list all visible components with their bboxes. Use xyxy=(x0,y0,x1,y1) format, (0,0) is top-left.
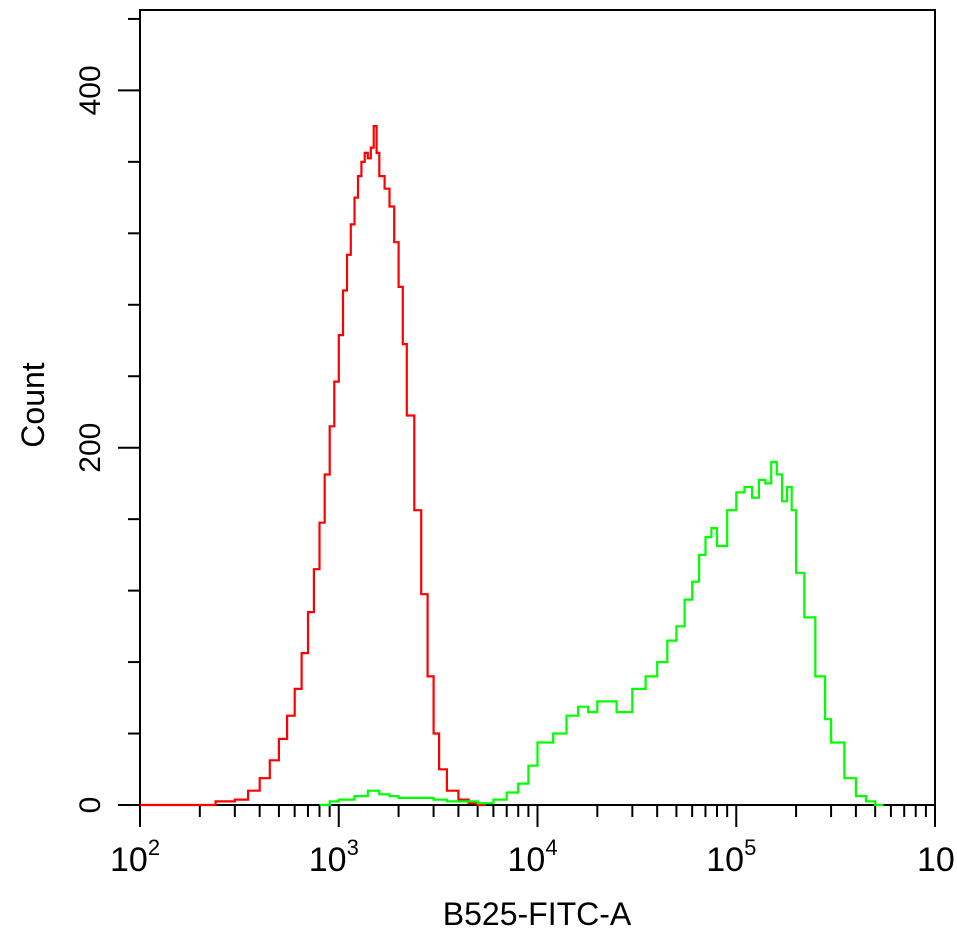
x-tick-label: 102 xyxy=(110,835,160,879)
series-1-line xyxy=(140,125,486,807)
series-layer xyxy=(140,125,884,807)
x-tick-label: 104 xyxy=(508,835,558,879)
series-2-line xyxy=(319,460,884,807)
y-axis-title: Count xyxy=(15,362,51,448)
y-tick-label: 200 xyxy=(74,423,107,473)
plot-frame xyxy=(139,9,936,806)
x-tick-label: 10 xyxy=(917,841,955,879)
x-axis-ticks: 102 103 104 105 10 xyxy=(110,805,955,879)
x-tick-label: 105 xyxy=(706,835,756,879)
y-axis-ticks: 0 200 400 xyxy=(74,65,140,813)
x-tick-label: 103 xyxy=(309,835,359,879)
x-axis-title: B525-FITC-A xyxy=(443,896,632,932)
y-tick-label: 400 xyxy=(74,65,107,115)
y-minor-ticks xyxy=(128,17,140,735)
y-tick-label: 0 xyxy=(74,797,107,814)
